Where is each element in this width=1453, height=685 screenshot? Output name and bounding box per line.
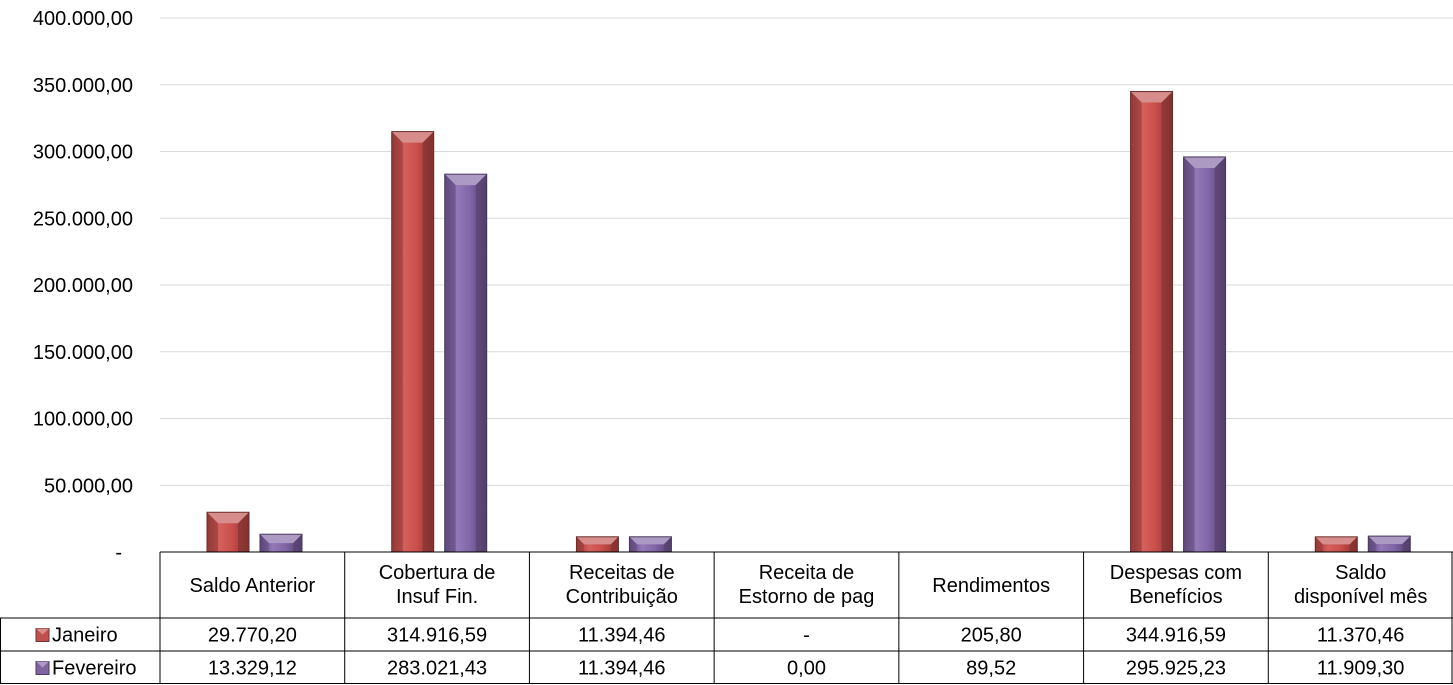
bar-fevereiro: [1367, 535, 1411, 553]
data-value-label: 89,52: [966, 658, 1016, 680]
data-value-label: 314.916,59: [387, 625, 487, 647]
data-table: Saldo Anterior Cobertura de Insuf Fin. Rece…: [0, 551, 1453, 684]
category-label: Saldo Anterior: [190, 575, 316, 597]
y-tick-label: 300.000,00: [33, 142, 133, 164]
y-tick-label: -: [115, 542, 122, 564]
bars: [206, 91, 1411, 553]
data-value-label: 344.916,59: [1126, 625, 1226, 647]
data-value-label: 13.329,12: [208, 658, 297, 680]
legend-label-fevereiro: Fevereiro: [52, 658, 136, 680]
data-value-label: 283.021,43: [387, 658, 487, 680]
legend-label-janeiro: Janeiro: [52, 625, 118, 647]
y-tick-label: 350.000,00: [33, 75, 133, 97]
bar-janeiro: [391, 131, 435, 553]
category-label: Rendimentos: [932, 575, 1050, 597]
data-value-label: 11.909,30: [1317, 658, 1405, 680]
category-label: Despesas com Benefícios: [1110, 562, 1242, 608]
bar-fevereiro: [1183, 156, 1227, 553]
category-label: Receita de Estorno de pag: [739, 562, 875, 608]
data-value-label: 11.394,46: [578, 658, 666, 680]
category-label: Receitas de Contribuição: [566, 562, 678, 608]
bar-janeiro: [206, 511, 250, 553]
y-tick-label: 100.000,00: [33, 409, 133, 431]
y-tick-label: 50.000,00: [44, 475, 133, 497]
data-value-label: 11.370,46: [1317, 625, 1405, 647]
bar-janeiro: [1314, 536, 1358, 553]
y-tick-label: 250.000,00: [33, 208, 133, 230]
y-axis-ticks: - 50.000,00 100.000,00 150.000,00 200.000,00…: [33, 8, 133, 564]
y-tick-label: 200.000,00: [33, 275, 133, 297]
bar-janeiro: [575, 536, 619, 553]
data-value-label: 295.925,23: [1126, 658, 1226, 680]
y-tick-label: 400.000,00: [33, 8, 133, 30]
category-label: Cobertura de Insuf Fin.: [379, 562, 496, 608]
legend-key-bevel: [36, 661, 49, 668]
bar-janeiro: [1130, 91, 1174, 553]
grid-lines: [160, 17, 1453, 486]
data-value-label: -: [803, 625, 810, 647]
data-value-label: 0,00: [787, 658, 826, 680]
y-tick-label: 150.000,00: [33, 342, 133, 364]
bar-fevereiro: [628, 536, 672, 553]
bar-fevereiro: [444, 173, 488, 553]
data-value-label: 205,80: [961, 625, 1022, 647]
data-value-label: 29.770,20: [208, 625, 297, 647]
category-label: Saldo disponível mês: [1294, 562, 1427, 608]
data-value-label: 11.394,46: [578, 625, 666, 647]
legend-key-bevel: [36, 628, 49, 635]
bar-fevereiro: [259, 533, 303, 553]
